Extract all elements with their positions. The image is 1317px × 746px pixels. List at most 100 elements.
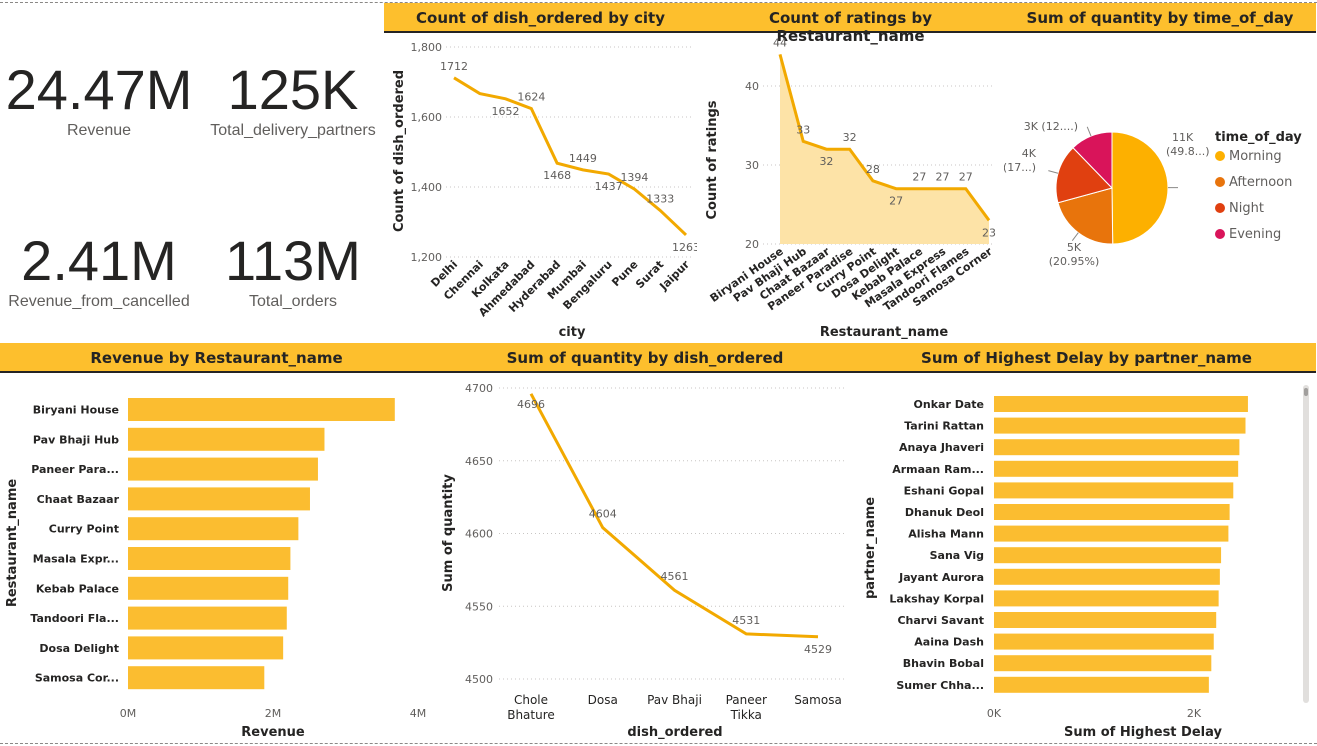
y-tick-label: Eshani Gopal: [904, 484, 984, 497]
series-line: [453, 76, 688, 237]
y-tick-label: Jayant Aurora: [898, 571, 984, 584]
legend-item: Evening: [1229, 227, 1281, 242]
x-tick-label: 2M: [265, 707, 282, 720]
delay-chart-title: Sum of Highest Delay by partner_name: [857, 343, 1316, 373]
pie-data-label: 11K: [1172, 131, 1194, 144]
bar: [994, 504, 1230, 520]
bar: [128, 398, 395, 421]
y-tick-label: Curry Point: [49, 523, 119, 536]
x-axis-title: Sum of Highest Delay: [1064, 725, 1222, 740]
y-tick-label: Lakshay Korpal: [889, 592, 984, 605]
pie-leader-line: [1086, 126, 1092, 137]
delay-bar-chart[interactable]: 0K 2K Onkar Date Tarini Rattan Anaya Jhaveri…: [857, 373, 1316, 743]
pie-slice-evening: [1072, 131, 1113, 190]
y-tick-label: Tandoori Fla...: [30, 612, 119, 625]
y-tick-label: 1,800: [411, 41, 443, 54]
y-tick-label: Chaat Bazaar: [37, 493, 120, 506]
legend-marker: [1215, 203, 1225, 213]
ratings-chart-title: Count of ratings by Restaurant_name: [697, 3, 1004, 45]
y-tick-label: Armaan Ram...: [892, 463, 984, 476]
bar: [994, 396, 1248, 412]
x-axis-title: Revenue: [241, 725, 305, 740]
bar: [994, 547, 1222, 564]
data-label: 27: [889, 195, 903, 208]
y-axis-title: Sum of quantity: [441, 474, 456, 592]
y-tick-label: 1,600: [411, 111, 443, 124]
legend-item: Night: [1229, 201, 1264, 216]
data-label: 1712: [440, 60, 468, 73]
series-area: [780, 54, 989, 245]
bar: [128, 547, 291, 570]
pie-data-label: 3K (12....): [1024, 120, 1078, 133]
data-label: 1624: [517, 91, 545, 104]
city-line-chart[interactable]: 1,2001,4001,6001,8001712DelhiChennai1652…: [384, 33, 697, 343]
bar: [994, 568, 1220, 585]
series-line: [529, 393, 819, 639]
data-label: 27: [936, 171, 950, 184]
data-label: 1468: [543, 169, 571, 182]
data-label: 4531: [732, 614, 760, 627]
x-tick-label: Chole: [514, 693, 548, 707]
legend-marker: [1215, 177, 1225, 187]
pie-data-label-pct: (49.8...): [1166, 145, 1210, 158]
y-tick-label: 40: [745, 80, 759, 93]
data-label: 32: [819, 155, 833, 168]
cancelled-kpi-value: 2.41M: [21, 229, 177, 292]
data-label: 23: [982, 226, 996, 239]
top-divider: [0, 2, 1317, 3]
y-tick-label: Paneer Para...: [31, 463, 119, 476]
delay-chart-scrollbar[interactable]: [1303, 385, 1309, 703]
y-axis-title: Count of ratings: [705, 100, 720, 219]
bar: [994, 590, 1219, 607]
x-tick-label: 0M: [120, 707, 137, 720]
bar: [128, 636, 284, 660]
cancelled-kpi-label: Revenue_from_cancelled: [8, 293, 190, 310]
data-label: 27: [959, 171, 973, 184]
dish-chart-title: Sum of quantity by dish_ordered: [433, 343, 857, 373]
y-tick-label: 4700: [465, 382, 493, 395]
y-tick-label: Bhavin Bobal: [903, 657, 984, 670]
bar: [994, 460, 1239, 477]
bar: [994, 612, 1217, 628]
legend-item: Afternoon: [1229, 175, 1292, 190]
data-label: 4696: [517, 398, 545, 411]
pie-data-label: 4K: [1022, 147, 1037, 160]
x-tick-label: Pav Bhaji: [647, 693, 702, 707]
x-tick-label: Samosa: [794, 693, 842, 707]
legend-title: time_of_day: [1215, 130, 1302, 145]
bar: [128, 457, 318, 481]
legend-marker: [1215, 151, 1225, 161]
bar: [994, 417, 1246, 434]
data-label: 32: [843, 131, 857, 144]
y-tick-label: 30: [745, 159, 759, 172]
y-tick-label: Samosa Cor...: [35, 672, 119, 685]
bottom-divider: [0, 743, 1317, 744]
bar: [994, 525, 1229, 542]
revenue-bar-chart[interactable]: 0M 2M 4M Biryani House Pav Bhaji Hub Paneer P…: [0, 373, 433, 743]
bar: [994, 676, 1209, 693]
pie-leader-line: [1071, 232, 1079, 242]
delay-chart-scroll-thumb[interactable]: [1304, 388, 1308, 396]
y-tick-label: Tarini Rattan: [904, 420, 984, 433]
y-tick-label: Charvi Savant: [897, 614, 984, 627]
x-tick-label: 0K: [987, 707, 1002, 720]
bar: [994, 439, 1240, 456]
y-tick-label: Biryani House: [33, 404, 119, 417]
y-tick-label: Masala Expr...: [33, 553, 119, 566]
data-label: 28: [866, 163, 880, 176]
x-tick-label: Dosa: [588, 693, 618, 707]
pie-data-label: 5K: [1067, 241, 1082, 254]
data-label: 1437: [595, 180, 623, 193]
y-tick-label: Dhanuk Deol: [905, 506, 984, 519]
series-line: [778, 54, 991, 222]
data-label: 4604: [589, 508, 617, 521]
x-tick-label: 2K: [1187, 707, 1202, 720]
bar: [994, 633, 1214, 650]
data-label: 1333: [646, 192, 674, 205]
time-pie-chart[interactable]: 11K(49.8...) 5K(20.95%) 4K(17...) 3K (12...…: [1004, 33, 1316, 343]
data-label: 1394: [620, 171, 648, 184]
pie-leader-line: [1048, 170, 1059, 174]
y-tick-label: 1,400: [411, 181, 443, 194]
